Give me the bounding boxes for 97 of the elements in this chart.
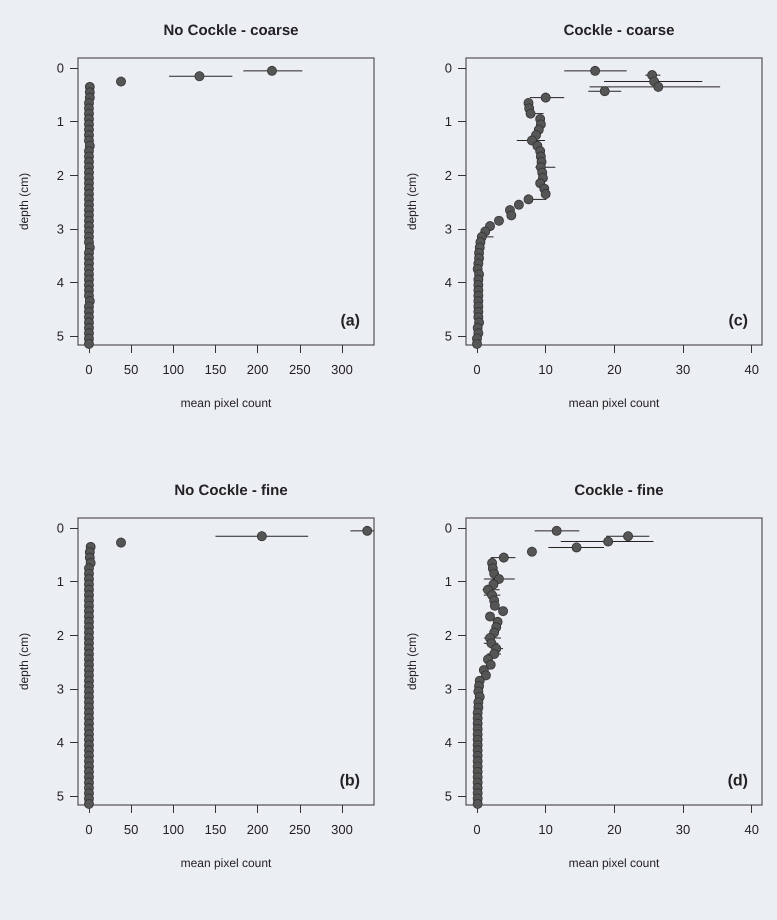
point <box>490 600 500 611</box>
x-tick-label: 150 <box>204 822 226 837</box>
x-tick-label: 40 <box>744 822 759 837</box>
y-tick-label: 3 <box>444 221 452 236</box>
y-tick-label: 5 <box>56 328 64 344</box>
chart-title: Cockle - fine <box>574 482 664 499</box>
point <box>485 612 495 622</box>
y-tick-label: 5 <box>444 328 452 344</box>
x-axis-title: mean pixel count <box>568 396 660 410</box>
point <box>194 71 204 82</box>
y-tick-label: 0 <box>56 520 64 536</box>
x-tick-label: 20 <box>607 822 622 837</box>
y-tick-label: 2 <box>444 628 452 643</box>
annotation: (a) <box>340 312 360 330</box>
annotation: (d) <box>728 772 748 790</box>
y-tick-label: 2 <box>56 168 64 183</box>
point <box>362 526 372 536</box>
point <box>84 799 94 809</box>
point <box>590 66 600 76</box>
point <box>524 194 534 204</box>
x-tick-label: 200 <box>246 362 268 377</box>
x-tick-label: 200 <box>246 822 268 837</box>
y-tick-label: 3 <box>444 681 452 696</box>
point <box>84 339 94 349</box>
annotation: (c) <box>728 312 748 330</box>
x-tick-label: 40 <box>744 362 759 377</box>
x-tick-label: 0 <box>85 822 93 837</box>
point <box>472 339 482 349</box>
y-tick-label: 1 <box>56 114 64 130</box>
x-tick-label: 30 <box>676 362 690 377</box>
point <box>653 82 664 92</box>
y-tick-label: 3 <box>56 681 64 696</box>
point <box>552 526 562 536</box>
point <box>489 649 500 659</box>
x-tick-label: 10 <box>538 362 553 377</box>
x-axis-title: mean pixel count <box>568 856 660 870</box>
y-tick-label: 1 <box>56 574 64 590</box>
x-axis-title: mean pixel count <box>180 396 272 410</box>
point <box>256 531 267 542</box>
point <box>526 108 536 119</box>
point <box>540 92 551 103</box>
y-axis-title: depth (cm) <box>17 172 31 230</box>
y-axis-title: depth (cm) <box>405 172 419 230</box>
y-tick-label: 4 <box>56 734 64 750</box>
y-tick-label: 0 <box>56 60 64 76</box>
y-axis-title: depth (cm) <box>17 632 31 690</box>
x-tick-label: 250 <box>288 822 311 837</box>
point <box>472 799 483 809</box>
point <box>116 76 126 86</box>
y-tick-label: 4 <box>444 274 452 290</box>
point <box>116 538 126 548</box>
point <box>506 210 516 220</box>
point <box>527 546 537 557</box>
x-tick-label: 150 <box>204 362 226 377</box>
annotation: (b) <box>340 772 360 790</box>
x-tick-label: 30 <box>676 822 690 837</box>
x-tick-label: 0 <box>473 362 481 377</box>
y-tick-label: 5 <box>444 788 452 804</box>
point <box>623 531 633 542</box>
y-axis-title: depth (cm) <box>405 632 419 690</box>
y-tick-label: 5 <box>56 788 64 804</box>
chart-title: Cockle - coarse <box>564 22 674 39</box>
point <box>486 660 496 670</box>
point <box>481 670 491 680</box>
point <box>514 200 524 210</box>
point <box>603 536 614 546</box>
x-tick-label: 100 <box>162 822 184 837</box>
x-tick-label: 300 <box>331 362 353 377</box>
point <box>498 552 509 563</box>
x-axis-title: mean pixel count <box>180 856 272 870</box>
point <box>494 216 504 226</box>
x-tick-label: 20 <box>607 362 622 377</box>
point <box>572 542 582 552</box>
y-tick-label: 2 <box>444 168 452 183</box>
x-tick-label: 250 <box>288 362 311 377</box>
y-tick-label: 3 <box>56 221 64 236</box>
point <box>494 574 504 584</box>
point <box>498 606 508 616</box>
y-tick-label: 1 <box>444 574 452 590</box>
x-tick-label: 50 <box>124 362 138 377</box>
chart-title: No Cockle - coarse <box>163 22 299 39</box>
x-tick-label: 50 <box>124 822 138 837</box>
point <box>540 189 551 199</box>
x-tick-label: 0 <box>85 362 93 377</box>
y-tick-label: 4 <box>444 734 452 750</box>
y-tick-label: 0 <box>444 60 452 76</box>
point <box>267 66 277 76</box>
y-tick-label: 0 <box>444 520 452 536</box>
y-tick-label: 2 <box>56 628 64 643</box>
x-tick-label: 0 <box>473 822 481 837</box>
chart-title: No Cockle - fine <box>174 482 288 499</box>
x-tick-label: 300 <box>331 822 353 837</box>
y-tick-label: 4 <box>56 274 64 290</box>
point <box>600 86 610 96</box>
y-tick-label: 1 <box>444 114 452 130</box>
x-tick-label: 100 <box>162 362 184 377</box>
x-tick-label: 10 <box>538 822 553 837</box>
